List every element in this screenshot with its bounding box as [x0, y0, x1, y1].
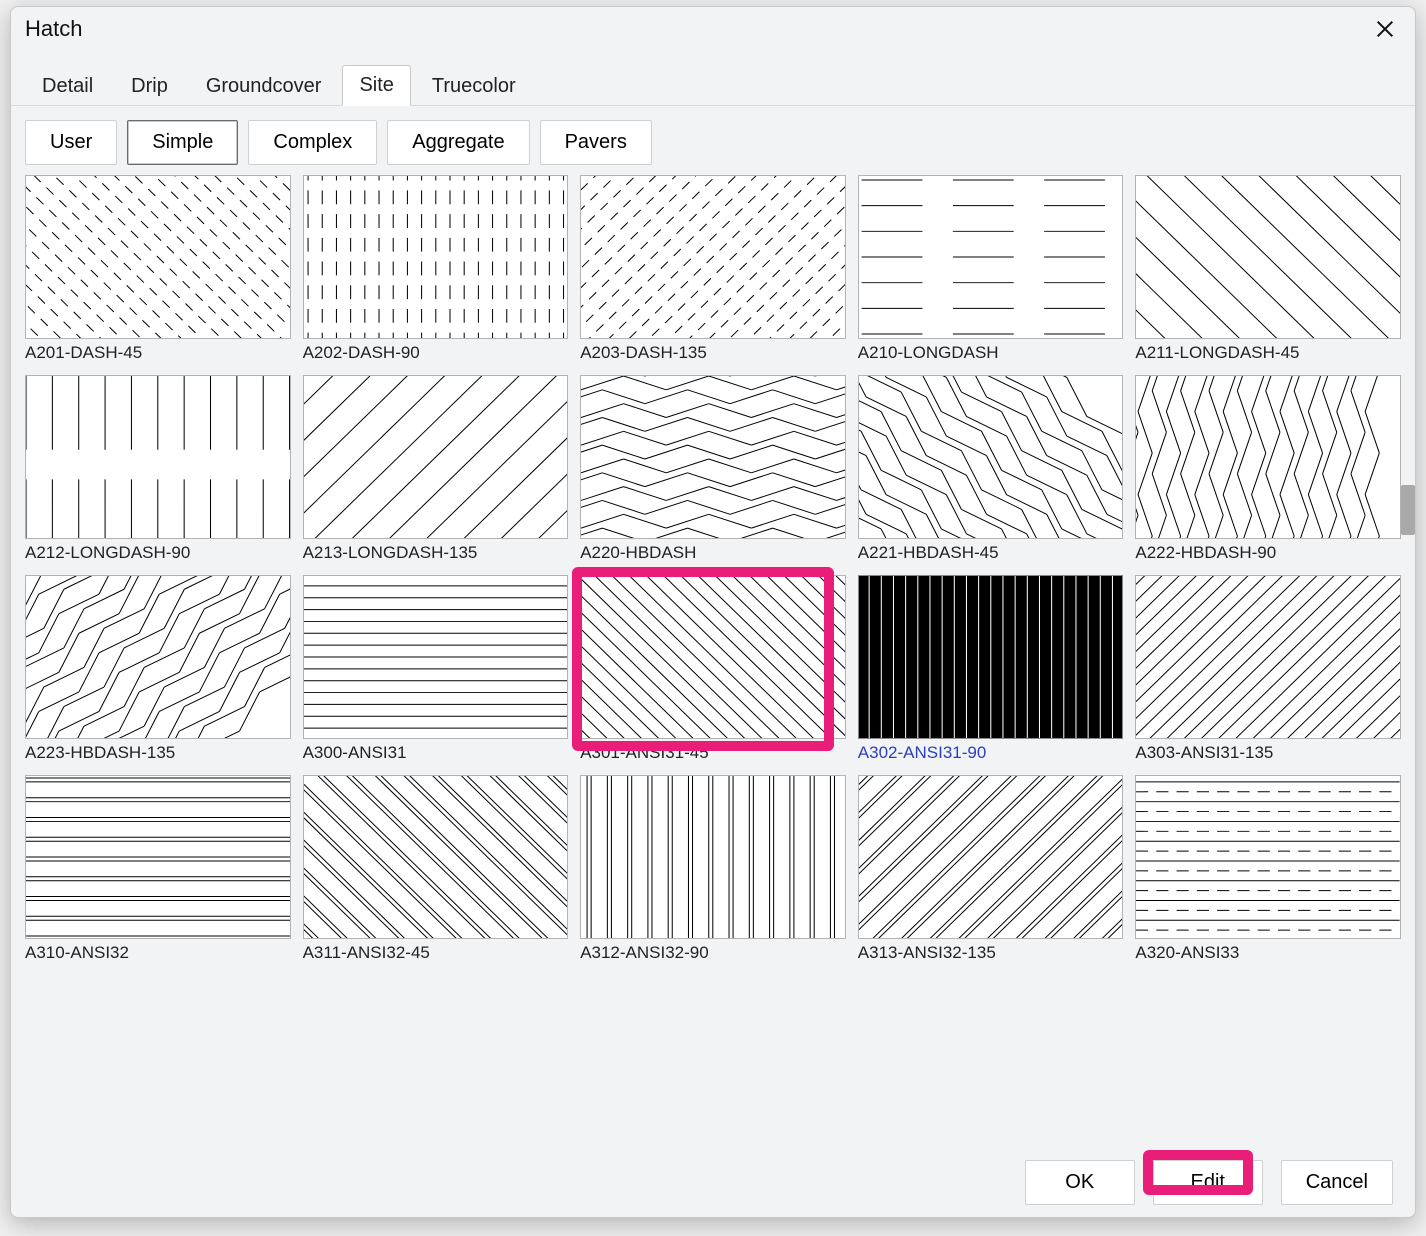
- hatch-dialog: Hatch DetailDripGroundcoverSiteTruecolor…: [10, 6, 1416, 1218]
- pattern-cell: A302-ANSI31-90: [858, 575, 1124, 763]
- type-button-complex[interactable]: Complex: [248, 120, 377, 165]
- pattern-swatch-A221-HBDASH-45[interactable]: [858, 375, 1124, 539]
- pattern-label: A312-ANSI32-90: [580, 943, 846, 963]
- dialog-footer: OK Edit Cancel: [11, 1147, 1415, 1217]
- pattern-swatch-A212-LONGDASH-90[interactable]: [25, 375, 291, 539]
- pattern-label: A202-DASH-90: [303, 343, 569, 363]
- pattern-swatch-A213-LONGDASH-135[interactable]: [303, 375, 569, 539]
- pattern-grid-wrap: A201-DASH-45 A202-DASH-90 A203-DASH-135 A21…: [11, 175, 1415, 1147]
- pattern-cell: A221-HBDASH-45: [858, 375, 1124, 563]
- pattern-swatch-A302-ANSI31-90[interactable]: [858, 575, 1124, 739]
- pattern-swatch-A201-DASH-45[interactable]: [25, 175, 291, 339]
- scrollbar-thumb[interactable]: [1401, 485, 1415, 535]
- edit-button[interactable]: Edit: [1153, 1160, 1263, 1205]
- pattern-swatch-A303-ANSI31-135[interactable]: [1135, 575, 1401, 739]
- pattern-label: A320-ANSI33: [1135, 943, 1401, 963]
- pattern-cell: A213-LONGDASH-135: [303, 375, 569, 563]
- pattern-label: A220-HBDASH: [580, 543, 846, 563]
- pattern-cell: A313-ANSI32-135: [858, 775, 1124, 963]
- tab-drip[interactable]: Drip: [114, 66, 185, 106]
- pattern-cell: A201-DASH-45: [25, 175, 291, 363]
- pattern-cell: A220-HBDASH: [580, 375, 846, 563]
- pattern-swatch-A202-DASH-90[interactable]: [303, 175, 569, 339]
- pattern-swatch-A210-LONGDASH[interactable]: [858, 175, 1124, 339]
- pattern-cell: A320-ANSI33: [1135, 775, 1401, 963]
- type-button-user[interactable]: User: [25, 120, 117, 165]
- pattern-cell: A310-ANSI32: [25, 775, 291, 963]
- pattern-cell: A301-ANSI31-45: [580, 575, 846, 763]
- pattern-swatch-A211-LONGDASH-45[interactable]: [1135, 175, 1401, 339]
- pattern-label: A303-ANSI31-135: [1135, 743, 1401, 763]
- category-tabs: DetailDripGroundcoverSiteTruecolor: [11, 51, 1415, 106]
- pattern-swatch-A220-HBDASH[interactable]: [580, 375, 846, 539]
- pattern-label: A213-LONGDASH-135: [303, 543, 569, 563]
- pattern-cell: A311-ANSI32-45: [303, 775, 569, 963]
- pattern-label: A301-ANSI31-45: [580, 743, 846, 763]
- pattern-label: A313-ANSI32-135: [858, 943, 1124, 963]
- pattern-cell: A303-ANSI31-135: [1135, 575, 1401, 763]
- pattern-label: A311-ANSI32-45: [303, 943, 569, 963]
- pattern-cell: A212-LONGDASH-90: [25, 375, 291, 563]
- titlebar: Hatch: [11, 7, 1415, 51]
- pattern-swatch-A300-ANSI31[interactable]: [303, 575, 569, 739]
- pattern-cell: A211-LONGDASH-45: [1135, 175, 1401, 363]
- type-button-pavers[interactable]: Pavers: [540, 120, 652, 165]
- pattern-label: A223-HBDASH-135: [25, 743, 291, 763]
- pattern-swatch-A301-ANSI31-45[interactable]: [580, 575, 846, 739]
- pattern-label: A300-ANSI31: [303, 743, 569, 763]
- type-buttons: UserSimpleComplexAggregatePavers: [11, 106, 1415, 175]
- pattern-label: A212-LONGDASH-90: [25, 543, 291, 563]
- tab-site[interactable]: Site: [342, 65, 410, 106]
- pattern-cell: A312-ANSI32-90: [580, 775, 846, 963]
- tab-detail[interactable]: Detail: [25, 66, 110, 106]
- pattern-swatch-A310-ANSI32[interactable]: [25, 775, 291, 939]
- pattern-label: A302-ANSI31-90: [858, 743, 1124, 763]
- cancel-button[interactable]: Cancel: [1281, 1160, 1393, 1205]
- pattern-cell: A222-HBDASH-90: [1135, 375, 1401, 563]
- close-button[interactable]: [1365, 9, 1405, 49]
- pattern-grid: A201-DASH-45 A202-DASH-90 A203-DASH-135 A21…: [25, 175, 1401, 963]
- tab-groundcover[interactable]: Groundcover: [189, 66, 339, 106]
- pattern-label: A222-HBDASH-90: [1135, 543, 1401, 563]
- pattern-swatch-A312-ANSI32-90[interactable]: [580, 775, 846, 939]
- pattern-cell: A300-ANSI31: [303, 575, 569, 763]
- pattern-label: A201-DASH-45: [25, 343, 291, 363]
- pattern-label: A221-HBDASH-45: [858, 543, 1124, 563]
- pattern-swatch-A313-ANSI32-135[interactable]: [858, 775, 1124, 939]
- pattern-cell: A210-LONGDASH: [858, 175, 1124, 363]
- dialog-title: Hatch: [25, 16, 82, 42]
- pattern-label: A210-LONGDASH: [858, 343, 1124, 363]
- type-button-aggregate[interactable]: Aggregate: [387, 120, 529, 165]
- pattern-cell: A202-DASH-90: [303, 175, 569, 363]
- pattern-label: A203-DASH-135: [580, 343, 846, 363]
- pattern-swatch-A203-DASH-135[interactable]: [580, 175, 846, 339]
- pattern-cell: A203-DASH-135: [580, 175, 846, 363]
- close-icon: [1374, 18, 1396, 40]
- pattern-label: A310-ANSI32: [25, 943, 291, 963]
- tab-truecolor[interactable]: Truecolor: [415, 66, 533, 106]
- pattern-swatch-A320-ANSI33[interactable]: [1135, 775, 1401, 939]
- ok-button[interactable]: OK: [1025, 1160, 1135, 1205]
- pattern-swatch-A311-ANSI32-45[interactable]: [303, 775, 569, 939]
- type-button-simple[interactable]: Simple: [127, 120, 238, 165]
- pattern-swatch-A223-HBDASH-135[interactable]: [25, 575, 291, 739]
- pattern-swatch-A222-HBDASH-90[interactable]: [1135, 375, 1401, 539]
- pattern-label: A211-LONGDASH-45: [1135, 343, 1401, 363]
- pattern-cell: A223-HBDASH-135: [25, 575, 291, 763]
